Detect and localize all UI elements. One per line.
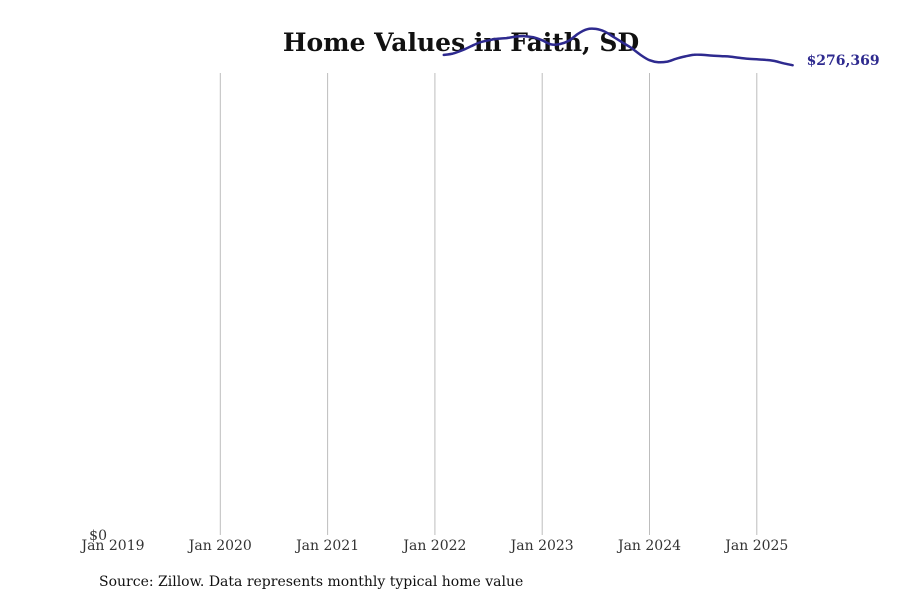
x-tick-label: Jan 2020 (187, 538, 252, 554)
x-tick-label: Jan 2021 (294, 538, 359, 554)
y-tick-label: $0 (89, 528, 107, 544)
y-axis-tick-labels: $0 (89, 528, 107, 544)
source-note: Source: Zillow. Data represents monthly … (99, 574, 524, 590)
x-tick-label: Jan 2023 (509, 538, 574, 554)
grid-lines (219, 73, 758, 535)
x-axis-tick-labels: Jan 2019 Jan 2020 Jan 2021 Jan 2022 Jan 2023… (79, 538, 788, 554)
series-line (442, 27, 794, 67)
x-tick-label: Jan 2024 (616, 538, 681, 554)
x-tick-label: Jan 2025 (723, 538, 788, 554)
end-value-label: $276,369 (807, 53, 880, 69)
x-tick-label: Jan 2022 (401, 538, 466, 554)
x-tick-label: Jan 2019 (79, 538, 144, 554)
